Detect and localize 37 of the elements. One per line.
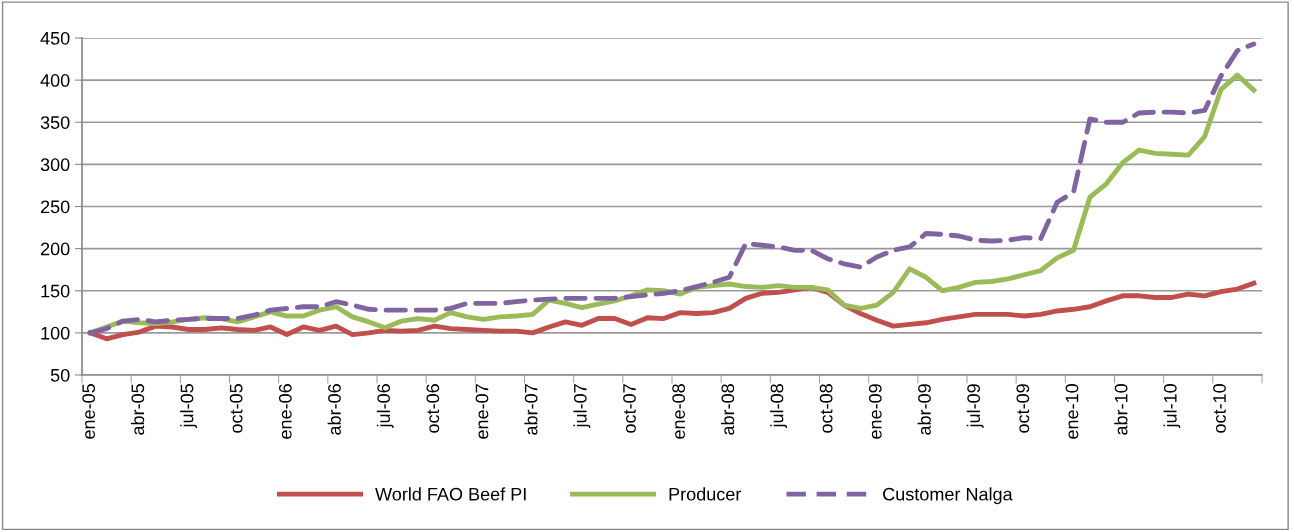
x-tick-label: ene-06	[278, 384, 292, 439]
x-tick-label: ene-10	[1065, 384, 1079, 439]
x-tick-label: oct-09	[1016, 384, 1030, 433]
y-tick-label: 300	[40, 158, 70, 172]
x-tick-label: jul-06	[376, 384, 394, 428]
y-tick-label: 450	[40, 31, 70, 45]
x-tick-label: abr-06	[327, 384, 341, 435]
legend-label: World FAO Beef PI	[375, 487, 526, 501]
x-tick-label: abr-10	[1114, 384, 1128, 435]
y-tick-label: 150	[41, 284, 70, 298]
x-tick-label: ene-09	[868, 384, 882, 439]
x-tick-label: jul-10	[1163, 384, 1181, 428]
y-tick-label: 200	[40, 242, 70, 256]
y-tick-label: 50	[50, 368, 70, 382]
x-tick-label: oct-05	[229, 384, 243, 433]
x-tick-label: oct-06	[426, 384, 440, 433]
y-tick-label: 350	[40, 116, 70, 129]
legend-label: Customer Nalga	[883, 487, 1013, 505]
y-tick-label: 250	[40, 200, 70, 214]
x-tick-label: jul-05	[180, 384, 197, 428]
x-tick-label: jul-08	[770, 384, 787, 428]
x-tick-label: abr-08	[720, 384, 735, 435]
y-tick-label: 400	[40, 74, 70, 87]
y-tick-label: 100	[41, 326, 70, 340]
x-tick-label: abr-07	[524, 384, 538, 435]
x-tick-label: ene-07	[475, 384, 489, 439]
x-tick-label: oct-07	[623, 384, 636, 433]
legend-label: Producer	[669, 487, 742, 501]
x-tick-label: jul-07	[573, 384, 591, 428]
x-tick-label: abr-09	[917, 384, 931, 435]
x-tick-label: ene-08	[672, 384, 686, 439]
x-tick-label: ene-05	[82, 384, 96, 439]
x-tick-label: oct-08	[819, 384, 833, 433]
x-tick-label: abr-05	[130, 384, 145, 435]
line-series	[87, 280, 1257, 342]
x-tick-label: jul-09	[966, 384, 984, 428]
x-tick-label: oct-10	[1213, 384, 1226, 433]
